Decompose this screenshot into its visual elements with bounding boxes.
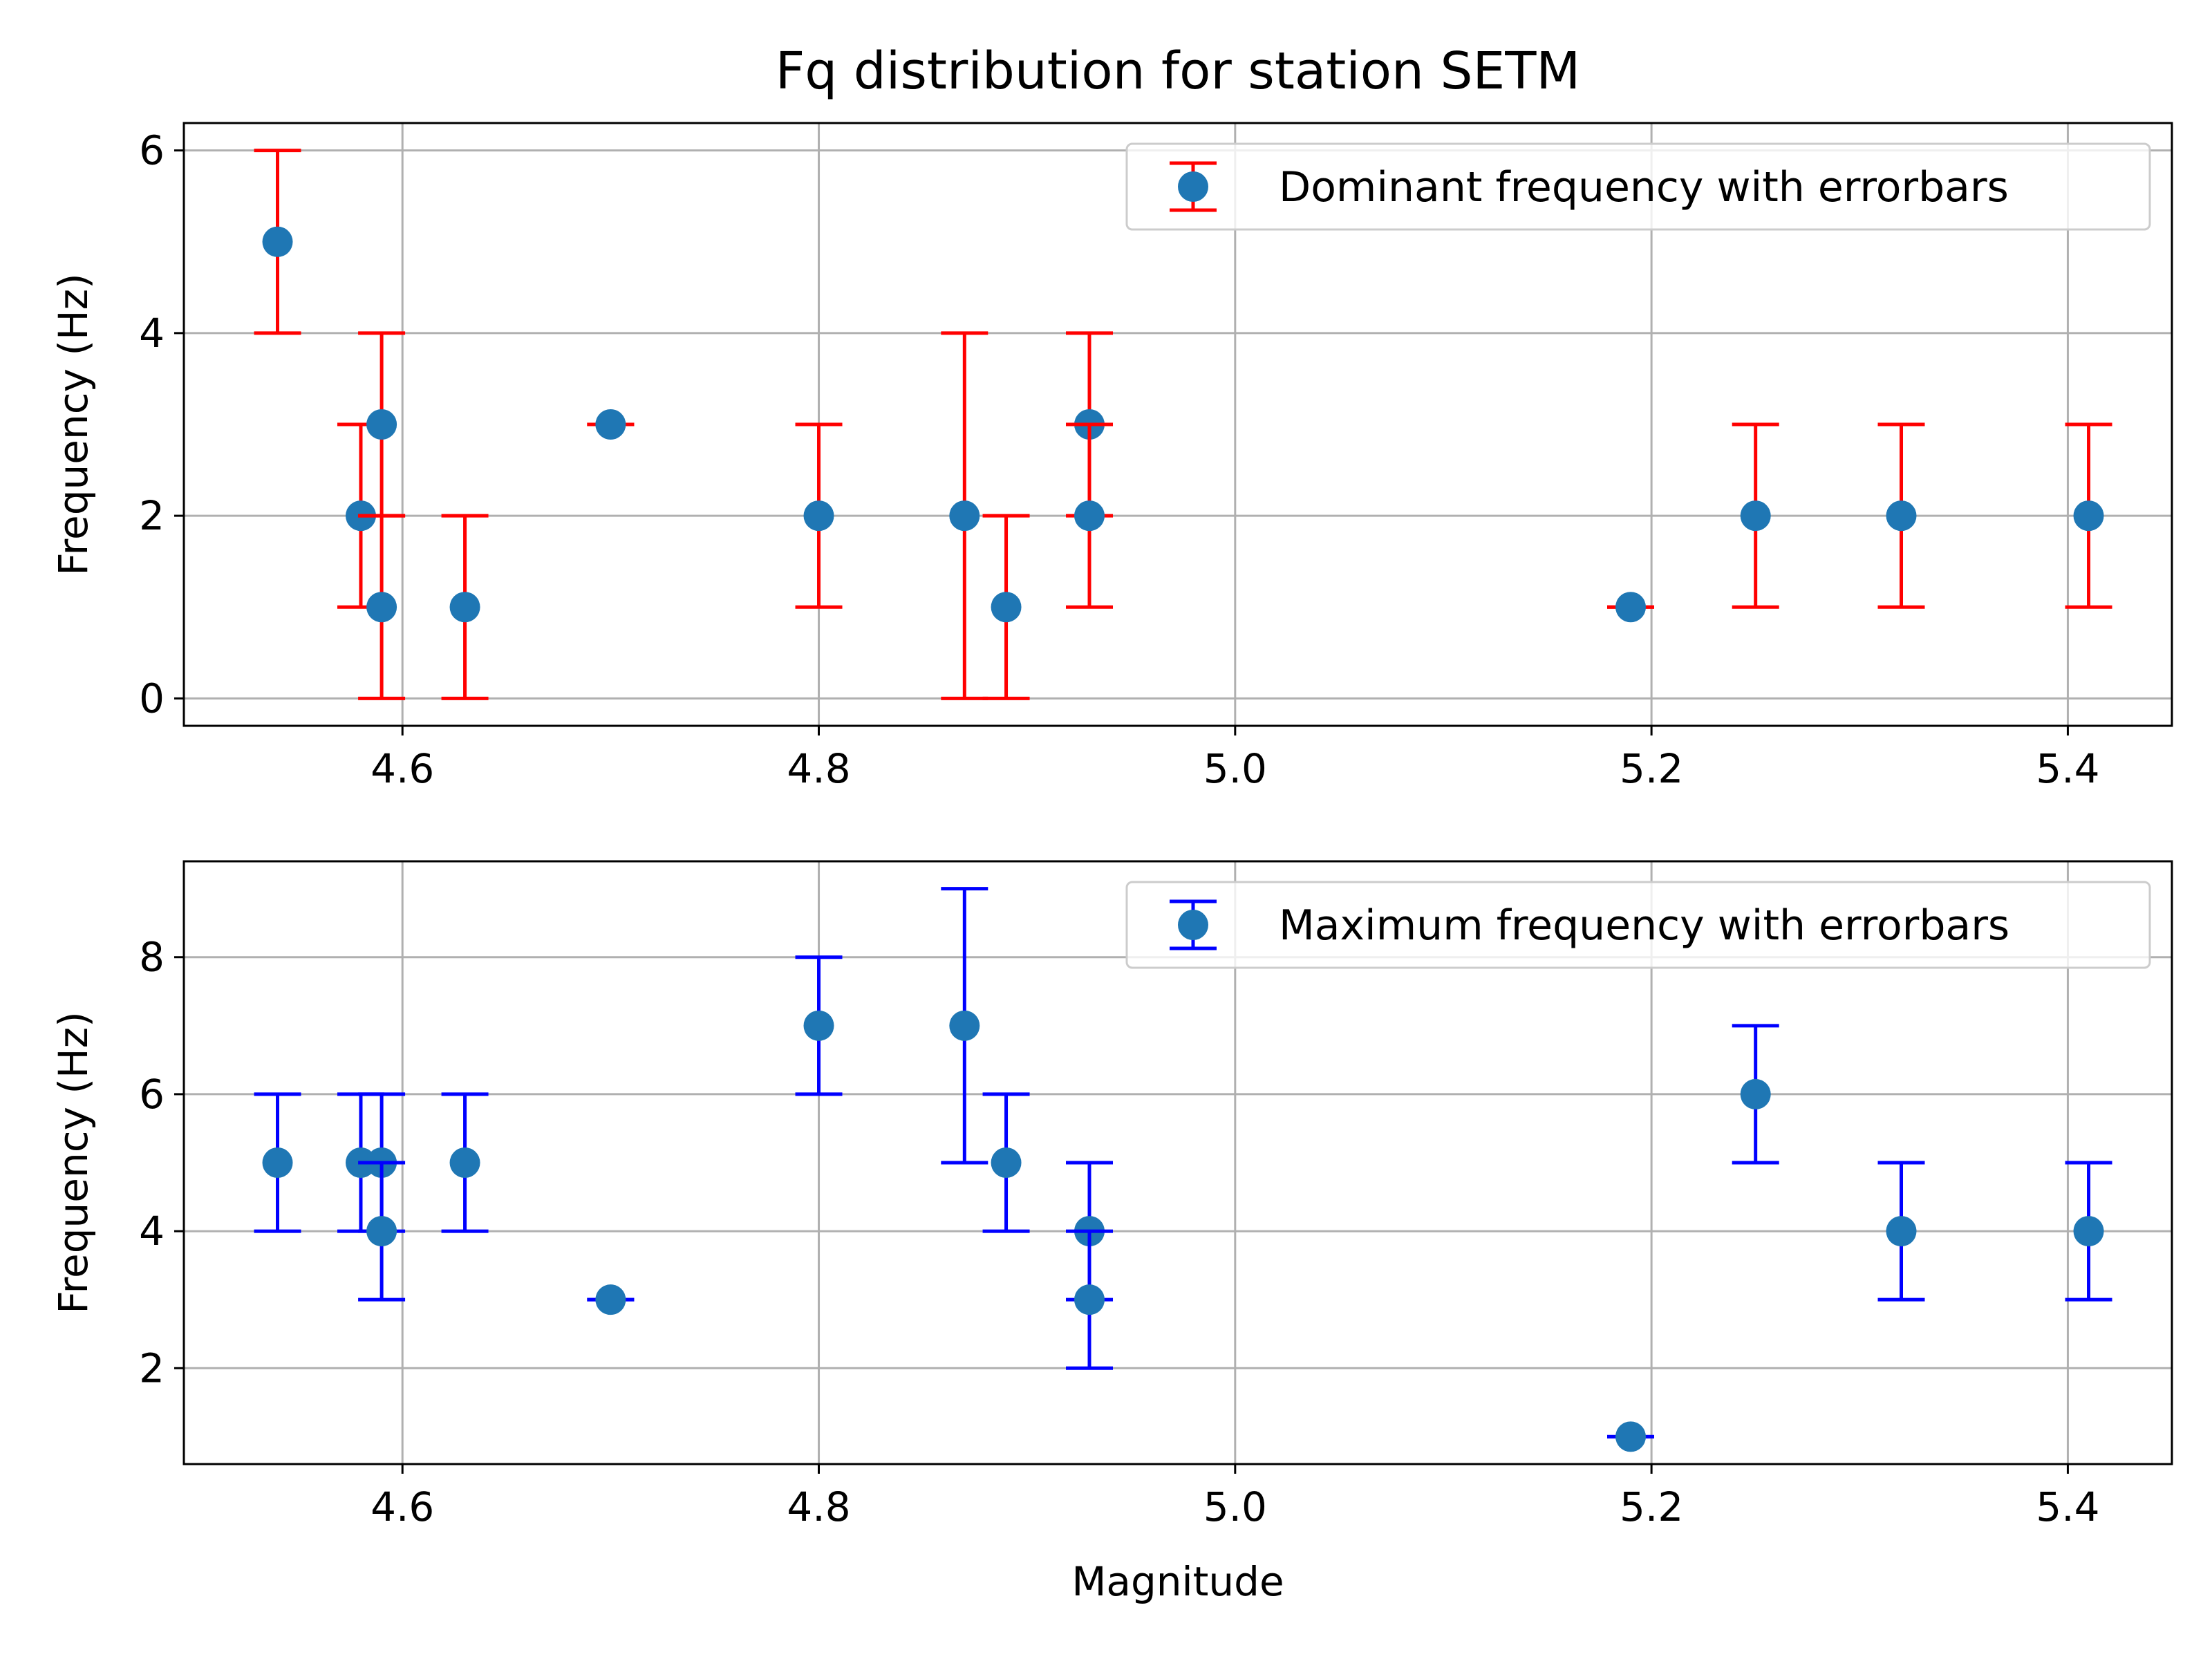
data-point <box>595 1284 626 1315</box>
data-point <box>949 1010 980 1041</box>
data-point <box>1740 500 1771 532</box>
legend-box <box>1125 881 2151 969</box>
y-tick-label: 4 <box>139 310 165 357</box>
maximum-frequency-panel: 4.6 4.8 5.0 5.2 5.4 2 4 6 8 Frequency (Hz) Magnitu… <box>50 860 2173 1605</box>
x-tick-label: 4.6 <box>371 745 434 792</box>
data-point <box>366 592 397 623</box>
data-point <box>1074 1284 1105 1315</box>
chart-title: Fq distribution for station SETM <box>776 41 1581 101</box>
legend-box <box>1125 142 2151 231</box>
y-tick-label: 2 <box>139 1344 165 1391</box>
data-point <box>2073 1216 2104 1247</box>
y-tick-label: 2 <box>139 492 165 539</box>
data-point <box>991 592 1022 623</box>
x-tick-label: 5.2 <box>1620 1483 1683 1530</box>
data-point <box>366 1216 397 1247</box>
x-tick-label: 5.2 <box>1620 745 1683 792</box>
data-point <box>803 500 834 532</box>
x-tick-label: 5.4 <box>2036 745 2099 792</box>
y-tick-label: 8 <box>139 934 165 981</box>
y-tick-label: 6 <box>139 127 165 174</box>
data-point <box>262 226 293 257</box>
y-tick-label: 0 <box>139 675 165 722</box>
x-tick-label: 4.6 <box>371 1483 434 1530</box>
axes-frame <box>182 860 2173 1465</box>
legend-marker <box>1178 171 1208 202</box>
data-point <box>2073 500 2104 532</box>
data-point <box>1615 1421 1647 1452</box>
data-point <box>803 1010 834 1041</box>
x-axis-label: Magnitude <box>1071 1558 1284 1605</box>
legend-label: Dominant frequency with errorbars <box>1279 163 2009 212</box>
data-point <box>1886 1216 1917 1247</box>
x-tick-label: 5.4 <box>2036 1483 2099 1530</box>
x-tick-label: 4.8 <box>787 1483 850 1530</box>
data-point <box>262 1147 293 1178</box>
legend-marker <box>1178 910 1208 940</box>
data-point <box>1074 500 1105 532</box>
x-tick-label: 5.0 <box>1203 745 1267 792</box>
data-point <box>949 500 980 532</box>
data-point <box>595 409 626 440</box>
data-point <box>1615 592 1647 623</box>
data-point <box>1886 500 1917 532</box>
data-point <box>449 592 480 623</box>
data-point <box>1740 1078 1771 1109</box>
data-point <box>449 1147 480 1178</box>
data-point <box>991 1147 1022 1178</box>
x-tick-label: 5.0 <box>1203 1483 1267 1530</box>
y-axis-label: Frequency (Hz) <box>50 1011 97 1313</box>
dominant-frequency-panel: 4.6 4.8 5.0 5.2 5.4 0 2 4 6 Frequency (Hz) Dominan… <box>50 122 2173 792</box>
axes-frame <box>182 122 2173 727</box>
x-tick-label: 4.8 <box>787 745 850 792</box>
y-axis-label: Frequency (Hz) <box>50 273 97 575</box>
y-tick-label: 4 <box>139 1208 165 1255</box>
data-point <box>366 409 397 440</box>
legend-label: Maximum frequency with errorbars <box>1279 901 2009 950</box>
y-tick-label: 6 <box>139 1071 165 1118</box>
